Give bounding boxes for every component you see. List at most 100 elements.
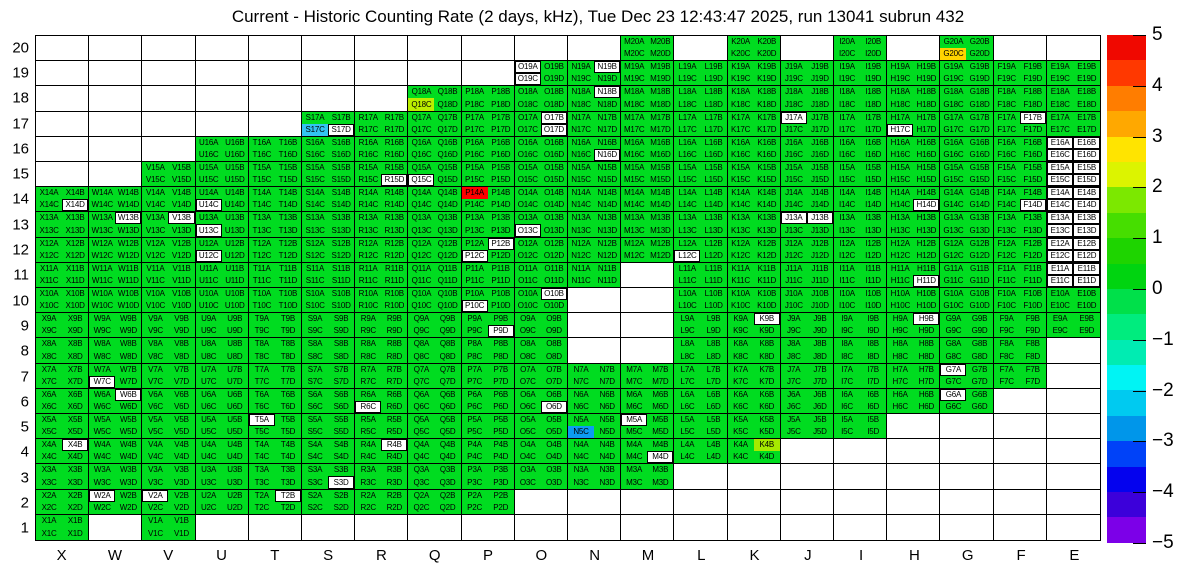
grid-cell-I5: I5A I5B I5C I5D	[834, 414, 888, 440]
bin-N17C: N17C	[568, 123, 595, 136]
grid-cell-N5: N5A N5B N5C N5D	[568, 414, 622, 440]
bin-M3A: M3A	[621, 464, 648, 477]
bin-W4A: W4A	[89, 439, 116, 452]
grid-cell-G3	[940, 464, 994, 490]
bin-X10D: X10D	[62, 300, 89, 313]
colorbar-band-14	[1107, 390, 1146, 416]
bin-L6B: L6B	[700, 388, 727, 401]
bin-J10D: J10D	[806, 300, 833, 313]
grid-cell-R18	[355, 86, 409, 112]
bin-F9C: F9C	[993, 325, 1020, 338]
bin-V3C: V3C	[142, 476, 169, 489]
grid-cell-I2	[834, 489, 888, 515]
grid-cell-I12: I12A I12B I12C I12D	[834, 237, 888, 263]
bin-S8D: S8D	[328, 350, 355, 363]
bin-P7C: P7C	[461, 375, 488, 388]
x-axis-label-N: N	[589, 547, 601, 564]
bin-H9A: H9A	[887, 313, 914, 326]
bin-S5B: S5B	[328, 414, 355, 427]
bin-H8B: H8B	[913, 338, 940, 351]
bin-M14C: M14C	[621, 199, 648, 212]
bin-J17C: J17C	[780, 123, 807, 136]
bin-G11B: G11B	[966, 262, 993, 275]
bin-M13C: M13C	[621, 224, 648, 237]
bin-H8A: H8A	[887, 338, 914, 351]
bin-S6C: S6C	[302, 400, 329, 413]
bin-V3A: V3A	[142, 464, 169, 477]
bin-I7D: I7D	[860, 375, 887, 388]
bin-T2A: T2A	[248, 489, 275, 502]
grid-cell-O5: O5A O5B O5C O5D	[514, 414, 568, 440]
grid-cell-E14: E14A E14B E14C E14D	[1046, 187, 1100, 213]
bin-S15B: S15B	[328, 162, 355, 175]
bin-G16A: G16A	[940, 136, 967, 149]
bin-K4A: K4A	[727, 439, 754, 452]
grid-cell-V12: V12A V12B V12C V12D	[142, 237, 196, 263]
bin-M13A: M13A	[621, 212, 648, 225]
bin-I6D: I6D	[860, 400, 887, 413]
bin-Q10B: Q10B	[434, 288, 461, 301]
bin-M14B: M14B	[647, 187, 674, 200]
bin-Q13D: Q13D	[434, 224, 461, 237]
bin-U3D: U3D	[221, 476, 248, 489]
bin-J7C: J7C	[780, 375, 807, 388]
bin-K16A: K16A	[727, 136, 754, 149]
bin-V10B: V10B	[168, 288, 195, 301]
bin-U3B: U3B	[221, 464, 248, 477]
y-axis-label-9: 9	[20, 317, 29, 335]
bin-S17B: S17B	[328, 111, 355, 124]
bin-H12B: H12B	[913, 237, 940, 250]
grid-cell-U5: U5A U5B U5C U5D	[195, 414, 249, 440]
bin-Q7B: Q7B	[434, 363, 461, 376]
bin-H14D: H14D	[913, 199, 940, 212]
bin-K5C: K5C	[727, 426, 754, 439]
bin-U7A: U7A	[195, 363, 222, 376]
bin-L11D: L11D	[700, 274, 727, 287]
bin-G7B: G7B	[966, 363, 993, 376]
bin-U3A: U3A	[195, 464, 222, 477]
bin-F13B: F13B	[1019, 212, 1046, 225]
bin-K7A: K7A	[727, 363, 754, 376]
grid-cell-J7: J7A J7B J7C J7D	[780, 363, 834, 389]
bin-N15C: N15C	[568, 174, 595, 187]
bin-H9B: H9B	[913, 313, 940, 326]
bin-L7A: L7A	[674, 363, 701, 376]
bin-L19B: L19B	[700, 61, 727, 74]
bin-I7C: I7C	[834, 375, 861, 388]
bin-O10C: O10C	[514, 300, 541, 313]
bin-V15D: V15D	[168, 174, 195, 187]
bin-N14D: N14D	[594, 199, 621, 212]
bin-M14D: M14D	[647, 199, 674, 212]
bin-R17D: R17D	[381, 123, 408, 136]
bin-R5A: R5A	[355, 414, 382, 427]
bin-O9B: O9B	[540, 313, 567, 326]
grid-cell-E12: E12A E12B E12C E12D	[1046, 237, 1100, 263]
grid-cell-W20	[89, 36, 143, 62]
bin-L19A: L19A	[674, 61, 701, 74]
bin-W13B: W13B	[115, 212, 142, 225]
bin-N17B: N17B	[594, 111, 621, 124]
bin-U7B: U7B	[221, 363, 248, 376]
bin-L7D: L7D	[700, 375, 727, 388]
y-axis-label-1: 1	[20, 519, 29, 537]
bin-G17B: G17B	[966, 111, 993, 124]
grid-cell-O19: O19A O19B O19C O19D	[514, 61, 568, 87]
x-axis-label-U: U	[216, 547, 227, 564]
bin-G7D: G7D	[966, 375, 993, 388]
grid-cell-W8: W8A W8B W8C W8D	[89, 338, 143, 364]
bin-L19C: L19C	[674, 73, 701, 86]
grid-cell-V3: V3A V3B V3C V3D	[142, 464, 196, 490]
bin-I8A: I8A	[834, 338, 861, 351]
grid-cell-X18	[36, 86, 90, 112]
bin-T12C: T12C	[248, 249, 275, 262]
bin-U5D: U5D	[221, 426, 248, 439]
grid-cell-U6: U6A U6B U6C U6D	[195, 388, 249, 414]
bin-J6B: J6B	[806, 388, 833, 401]
bin-E15D: E15D	[1073, 174, 1100, 187]
bin-R10A: R10A	[355, 288, 382, 301]
bin-L7C: L7C	[674, 375, 701, 388]
bin-Q18B: Q18B	[434, 86, 461, 99]
bin-W7B: W7B	[115, 363, 142, 376]
bin-G8C: G8C	[940, 350, 967, 363]
bin-T13C: T13C	[248, 224, 275, 237]
